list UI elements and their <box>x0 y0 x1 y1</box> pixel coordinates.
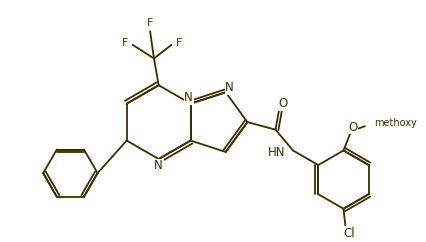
Text: Cl: Cl <box>343 227 355 240</box>
Text: HN: HN <box>268 146 285 159</box>
Text: O: O <box>348 121 358 134</box>
Text: F: F <box>122 38 128 48</box>
Text: N: N <box>154 159 163 172</box>
Text: N: N <box>225 81 234 94</box>
Text: N: N <box>184 91 193 104</box>
Text: O: O <box>279 97 288 110</box>
Text: F: F <box>147 18 153 29</box>
Text: F: F <box>176 38 182 48</box>
Text: methoxy: methoxy <box>374 118 417 128</box>
